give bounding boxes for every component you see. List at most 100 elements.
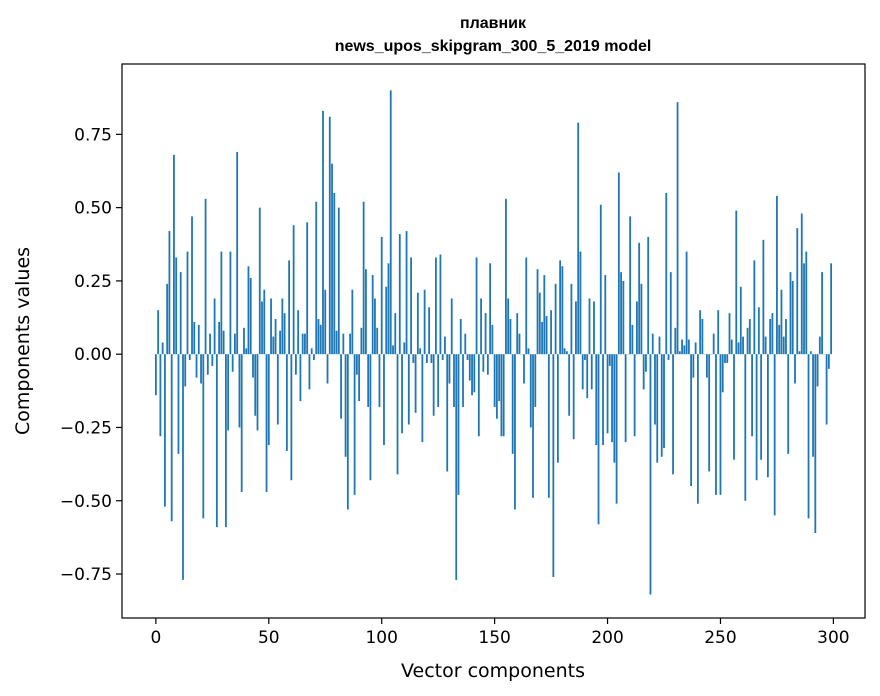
bar [559, 260, 562, 355]
bar [538, 292, 541, 355]
bar [349, 333, 351, 355]
bar [633, 354, 636, 437]
bar [554, 283, 557, 355]
bar [475, 257, 478, 355]
bar [410, 257, 412, 355]
bar [611, 354, 613, 443]
bar [270, 298, 272, 355]
bar [403, 342, 406, 355]
bar [412, 354, 415, 363]
bar [690, 354, 693, 487]
bar [748, 319, 751, 355]
bar [243, 327, 245, 355]
bar [624, 354, 627, 443]
bar [667, 354, 670, 361]
bar [272, 336, 275, 355]
bar [604, 275, 607, 355]
bar [369, 354, 372, 481]
bar [414, 354, 417, 413]
bar [545, 316, 548, 355]
x-tick-label: 100 [365, 628, 397, 648]
bar [529, 354, 532, 428]
y-tick-label: 0.25 [74, 272, 112, 292]
bar [466, 354, 469, 361]
bar [807, 354, 810, 519]
bar [374, 298, 376, 355]
y-tick-label: −0.25 [60, 418, 112, 438]
bar [213, 298, 216, 355]
bar [261, 301, 263, 355]
bar [708, 354, 711, 472]
bar [419, 348, 422, 355]
bar [211, 354, 214, 366]
bar [780, 289, 783, 355]
bar [681, 339, 683, 355]
bar [195, 354, 198, 378]
bar [719, 354, 722, 495]
bar [432, 354, 435, 416]
y-tick-label: 0.75 [74, 125, 112, 145]
bar [762, 239, 765, 355]
bar [647, 236, 650, 355]
bar [577, 122, 580, 355]
bar [742, 336, 744, 355]
bar [595, 354, 598, 446]
bar [606, 354, 609, 434]
bar [453, 354, 455, 407]
bar [387, 263, 390, 355]
bar [543, 275, 546, 355]
bar [416, 292, 419, 355]
bar [739, 286, 742, 355]
bar [459, 319, 462, 355]
bar [660, 354, 663, 457]
bar [649, 354, 652, 595]
x-axis-ticks: 0 50 100 150 200 250 300 [150, 618, 850, 648]
bar [794, 354, 796, 384]
bar [656, 354, 659, 463]
bar [197, 324, 200, 355]
bar [701, 319, 704, 355]
bar [294, 354, 297, 375]
bar [389, 90, 392, 355]
bar [778, 324, 781, 355]
bar [425, 354, 428, 363]
y-tick-label: −0.75 [60, 565, 112, 585]
bar [769, 319, 772, 355]
y-tick-label: −0.50 [60, 492, 112, 512]
bar [206, 354, 209, 375]
bar [324, 289, 327, 355]
bar [699, 310, 702, 355]
bar [694, 342, 697, 355]
bar [825, 354, 828, 425]
bar [191, 216, 193, 355]
bar [827, 354, 830, 369]
bar [645, 354, 647, 372]
bar [421, 354, 424, 443]
bar [812, 354, 814, 457]
bar [448, 354, 451, 384]
bar [236, 151, 239, 355]
bar [200, 354, 202, 384]
bar [358, 354, 361, 402]
bar [493, 354, 496, 407]
bar [274, 319, 277, 355]
bar [617, 172, 620, 355]
bar [482, 354, 485, 372]
bar [249, 277, 252, 355]
bar [283, 313, 286, 355]
bar [579, 251, 582, 355]
bar [340, 354, 342, 419]
bar [654, 354, 656, 425]
bar [782, 336, 785, 355]
bar [398, 234, 401, 355]
bar [435, 257, 437, 355]
bar [665, 192, 668, 355]
bar [676, 102, 679, 355]
bar [301, 333, 304, 355]
bar [319, 324, 322, 355]
bar [575, 301, 577, 355]
bar [477, 354, 480, 437]
bar [746, 327, 749, 355]
bar [751, 354, 753, 437]
